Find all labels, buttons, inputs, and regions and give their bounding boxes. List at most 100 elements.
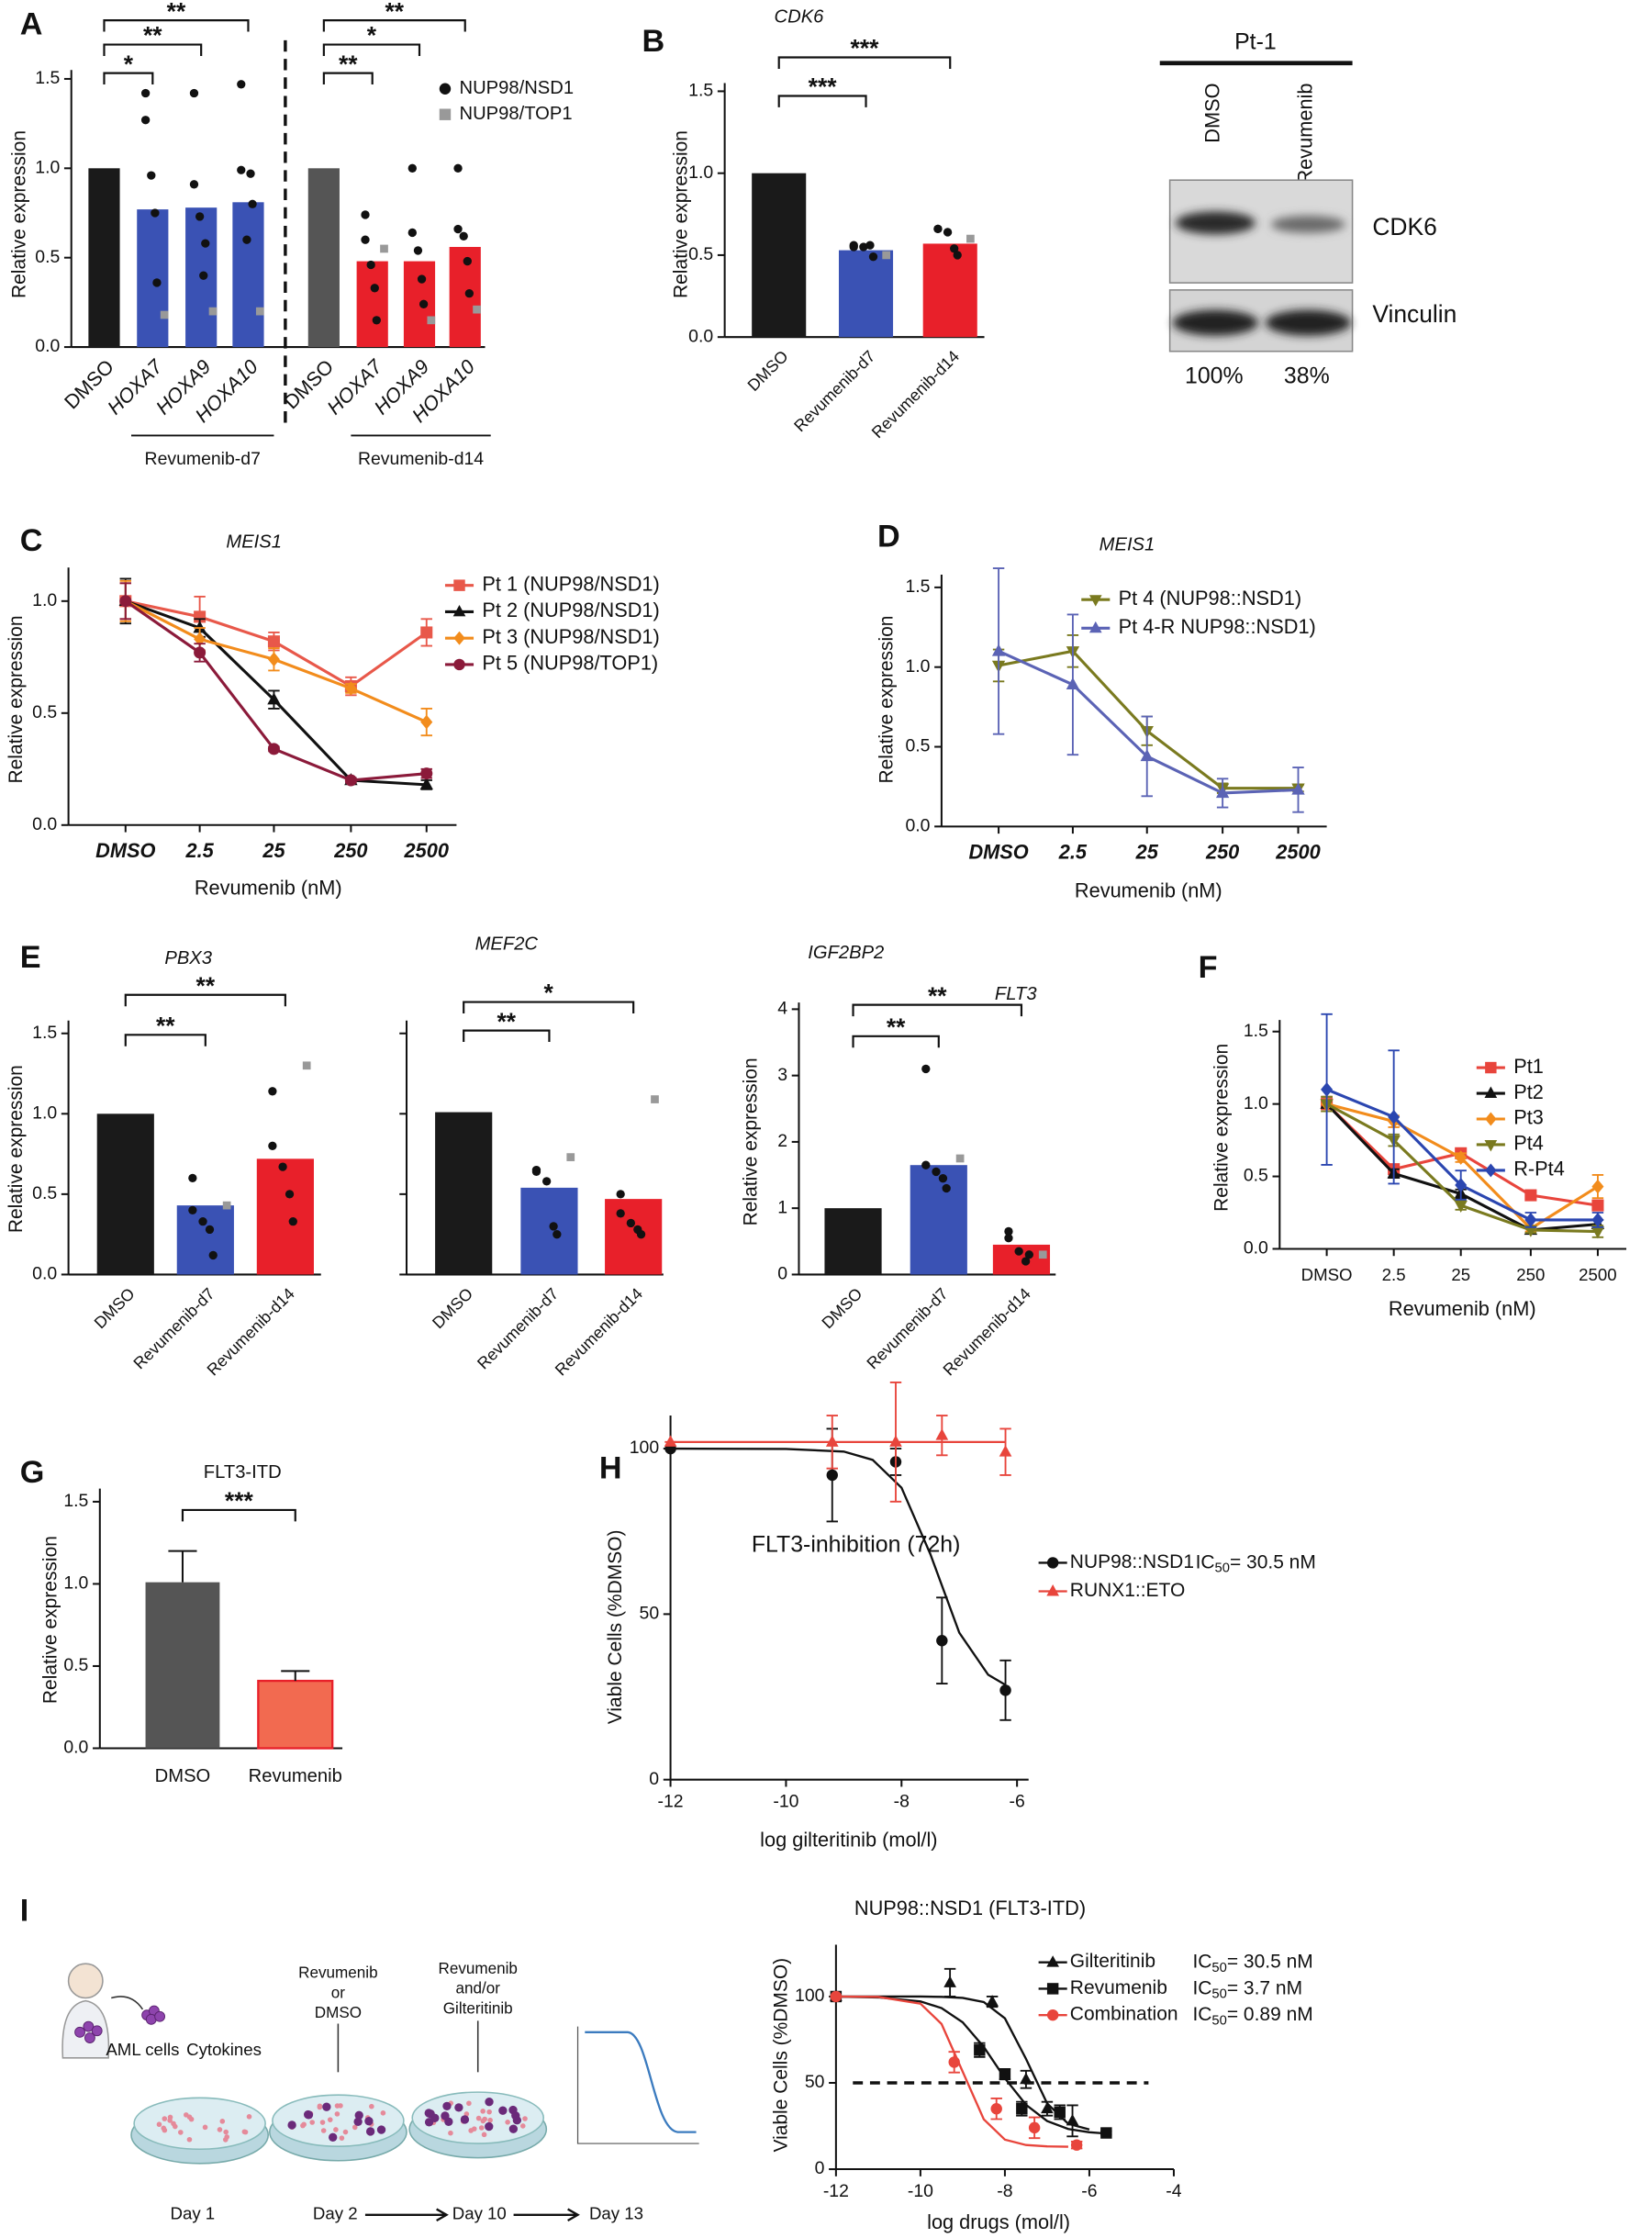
data-point bbox=[1024, 1250, 1034, 1259]
x-axis-label: log gilteritinib (mol/l) bbox=[760, 1828, 937, 1851]
data-point bbox=[1454, 1200, 1468, 1213]
marker bbox=[1046, 1983, 1059, 1995]
y-tick-label: 1.0 bbox=[35, 157, 60, 177]
cytokine bbox=[184, 2112, 189, 2118]
y-tick-label: 1.0 bbox=[905, 656, 930, 677]
fit-curve bbox=[835, 1995, 1111, 2135]
cells-label: AML cells bbox=[106, 2040, 179, 2059]
cytokine bbox=[156, 2121, 162, 2128]
cytokine bbox=[339, 2135, 345, 2141]
lane-label: DMSO bbox=[1201, 84, 1224, 143]
step-label: Gilteritinib bbox=[443, 1999, 513, 2017]
significance-bracket bbox=[777, 56, 952, 69]
legend-label: Pt4 bbox=[1513, 1132, 1544, 1155]
marker bbox=[1046, 1955, 1059, 1967]
fit-curve bbox=[835, 1995, 1068, 2148]
y-tick-label: 1.5 bbox=[1244, 1021, 1268, 1041]
blot-band bbox=[1172, 309, 1258, 336]
y-axis-label: Relative expression bbox=[6, 1065, 27, 1233]
data-point bbox=[420, 767, 433, 780]
cell bbox=[454, 2103, 463, 2112]
data-point bbox=[194, 646, 206, 659]
cytokine bbox=[327, 2117, 333, 2122]
bar bbox=[752, 173, 807, 338]
y-tick-label: 0 bbox=[815, 2158, 825, 2178]
y-tick-label: 1.0 bbox=[32, 590, 57, 610]
marker bbox=[439, 83, 452, 95]
chart-title: MEIS1 bbox=[1099, 534, 1155, 554]
cytokine bbox=[475, 2115, 482, 2121]
bar bbox=[824, 1208, 882, 1275]
cytokine bbox=[320, 2128, 327, 2133]
data-point bbox=[999, 1684, 1011, 1696]
marker bbox=[439, 108, 452, 120]
cytokine bbox=[478, 2125, 485, 2131]
data-point bbox=[999, 2068, 1011, 2080]
data-point bbox=[344, 774, 357, 787]
significance-label: ** bbox=[385, 0, 405, 25]
bar bbox=[96, 1113, 154, 1275]
data-point bbox=[140, 88, 151, 98]
y-tick-label: 3 bbox=[777, 1065, 787, 1085]
significance-label: ** bbox=[928, 982, 947, 1010]
cytokine bbox=[380, 2110, 386, 2116]
data-point bbox=[453, 163, 463, 173]
data-point bbox=[199, 271, 208, 280]
cell bbox=[442, 2101, 452, 2111]
data-point bbox=[1038, 1250, 1047, 1259]
significance-bracket bbox=[852, 1003, 1023, 1017]
data-point bbox=[826, 1469, 838, 1482]
data-point bbox=[1054, 2106, 1066, 2119]
data-point bbox=[986, 1995, 999, 2007]
x-tick-label: -8 bbox=[997, 2181, 1012, 2201]
y-tick-label: 1.0 bbox=[688, 162, 713, 183]
cell bbox=[329, 2132, 338, 2142]
x-axis-label: log drugs (mol/l) bbox=[927, 2210, 1070, 2233]
y-axis-label: Relative expression bbox=[6, 616, 27, 784]
data-point bbox=[140, 116, 151, 125]
y-tick-label: 0.0 bbox=[688, 326, 713, 346]
data-point bbox=[278, 1162, 287, 1171]
cytokine bbox=[522, 2116, 528, 2121]
data-point bbox=[948, 2056, 960, 2068]
y-tick-label: 1.5 bbox=[688, 81, 713, 101]
data-point bbox=[255, 307, 264, 316]
data-point bbox=[208, 307, 218, 316]
x-tick-label: 25 bbox=[1451, 1265, 1470, 1284]
x-tick-label: Revumenib-d14 bbox=[940, 1284, 1034, 1379]
data-point bbox=[1215, 786, 1230, 799]
y-axis-label: Viable Cells (%DMSO) bbox=[770, 1958, 791, 2153]
data-point bbox=[222, 1201, 231, 1210]
step-label: and/or bbox=[456, 1980, 501, 1997]
legend-label: R-Pt4 bbox=[1513, 1158, 1565, 1181]
bar bbox=[605, 1199, 663, 1275]
significance-bracket bbox=[463, 1001, 635, 1013]
band-label: Vinculin bbox=[1372, 300, 1457, 328]
y-tick-label: 50 bbox=[640, 1604, 660, 1624]
bar bbox=[356, 261, 388, 348]
arrow bbox=[111, 1996, 144, 2010]
data-point bbox=[205, 1225, 215, 1235]
cytokine bbox=[219, 2119, 226, 2124]
bar bbox=[232, 202, 264, 348]
lane-label: Revumenib bbox=[1294, 84, 1317, 185]
x-tick-label: -6 bbox=[1009, 1792, 1024, 1812]
marker bbox=[453, 579, 465, 591]
data-point bbox=[285, 1190, 295, 1199]
y-axis-label: Relative expression bbox=[876, 616, 897, 784]
x-tick-label: DMSO bbox=[155, 1766, 211, 1786]
cytokine bbox=[162, 2127, 168, 2133]
y-tick-label: 0.5 bbox=[32, 1183, 57, 1203]
y-tick-label: 0.5 bbox=[1244, 1166, 1268, 1186]
chart-title: PBX3 bbox=[164, 948, 212, 968]
data-point bbox=[361, 210, 370, 219]
data-point bbox=[237, 80, 246, 89]
y-tick-label: 4 bbox=[777, 999, 787, 1019]
y-tick-label: 1.5 bbox=[63, 1491, 88, 1511]
y-axis-label: Viable Cells (%DMSO) bbox=[605, 1530, 626, 1725]
data-point bbox=[248, 199, 257, 208]
data-point bbox=[953, 251, 962, 260]
x-tick-label: 2500 bbox=[1275, 841, 1320, 864]
